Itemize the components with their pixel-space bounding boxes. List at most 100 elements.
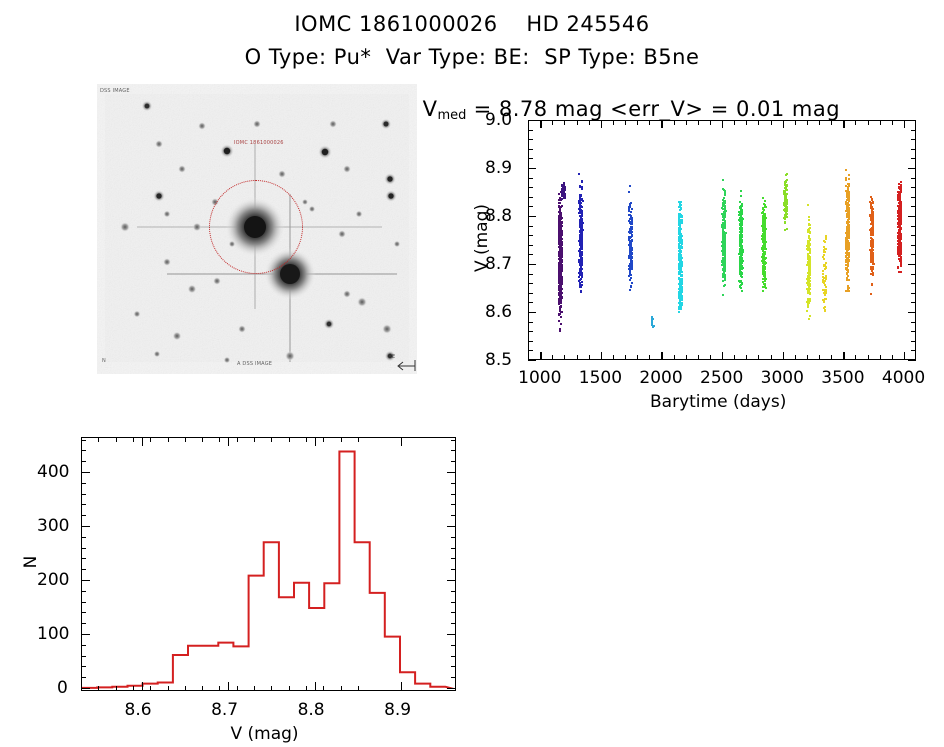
data-point (557, 278, 560, 281)
data-point (631, 230, 634, 233)
data-point (560, 198, 563, 201)
data-point (651, 320, 654, 323)
data-point (721, 249, 724, 252)
data-point (679, 258, 682, 261)
data-point (848, 196, 851, 199)
data-point (558, 213, 561, 216)
data-point (722, 242, 725, 245)
data-point (846, 241, 849, 244)
data-point (580, 234, 583, 237)
data-point (871, 265, 874, 268)
axis-tick (819, 355, 820, 360)
data-point (724, 219, 726, 222)
axis-tick (794, 120, 796, 125)
axis-tick-label: 3000 (760, 368, 804, 388)
axis-tick-label: 400 (37, 462, 70, 483)
axis-tick (132, 437, 134, 442)
axis-tick (685, 355, 687, 360)
data-point (581, 275, 584, 278)
data-point (869, 261, 872, 264)
axis-tick (236, 686, 238, 691)
data-point (897, 192, 900, 195)
data-point (899, 240, 902, 243)
data-point (784, 199, 787, 202)
data-point (578, 234, 581, 237)
data-point (809, 250, 812, 253)
data-point (845, 189, 848, 192)
data-point (783, 217, 786, 220)
axis-tick (528, 292, 533, 294)
data-point (846, 185, 849, 188)
data-point (578, 273, 581, 276)
data-point (897, 204, 900, 207)
data-point (724, 226, 727, 229)
data-point (899, 256, 902, 259)
data-point (898, 251, 901, 254)
axis-tick (228, 682, 230, 691)
data-point (679, 265, 682, 268)
axis-tick (254, 437, 256, 442)
data-point (629, 235, 632, 238)
data-point (741, 234, 744, 237)
data-point (628, 208, 631, 211)
data-point (721, 279, 724, 282)
axis-tick-label: 8.6 (485, 302, 513, 322)
data-point (558, 204, 561, 207)
data-point (557, 275, 560, 278)
data-point (739, 231, 742, 234)
data-point (809, 283, 812, 286)
data-point (785, 184, 788, 187)
data-point (560, 258, 563, 261)
data-point (845, 220, 848, 223)
data-point (763, 225, 766, 228)
data-point (783, 190, 786, 193)
data-point (900, 222, 903, 225)
data-point (629, 248, 632, 251)
data-point (628, 218, 631, 221)
data-point (899, 213, 902, 216)
axis-tick (98, 686, 100, 691)
data-point (824, 266, 827, 269)
data-point (723, 268, 726, 271)
data-point (722, 207, 725, 210)
data-point (739, 247, 742, 250)
data-point (563, 188, 566, 191)
data-point (677, 283, 680, 286)
data-point (899, 247, 902, 250)
data-point (899, 191, 902, 194)
data-point (558, 312, 561, 315)
data-point (806, 244, 809, 247)
data-point (898, 249, 901, 252)
data-point (785, 174, 788, 177)
data-point (560, 237, 563, 240)
data-point (580, 181, 583, 184)
data-point (761, 250, 764, 253)
data-point (579, 248, 582, 251)
axis-tick (451, 666, 456, 668)
axis-tick (528, 312, 533, 313)
data-point (871, 222, 874, 225)
data-point (740, 190, 743, 193)
data-point (822, 300, 825, 303)
axis-tick-label: 3500 (821, 368, 865, 388)
data-point (628, 264, 631, 267)
axis-tick-label: 8.6 (124, 700, 152, 720)
data-point (680, 295, 683, 298)
axis-tick (649, 120, 651, 125)
data-point (578, 222, 581, 224)
data-point (631, 253, 634, 256)
data-point (900, 221, 903, 224)
data-point (738, 280, 741, 283)
axis-tick (794, 355, 796, 360)
data-point (563, 183, 566, 186)
data-point (738, 271, 741, 274)
axis-tick (722, 120, 723, 125)
data-point (680, 296, 683, 299)
data-point (825, 262, 828, 265)
data-point (679, 203, 682, 206)
data-point (786, 227, 789, 230)
data-point (560, 247, 563, 250)
data-point (846, 258, 849, 261)
data-point (784, 186, 787, 189)
data-point (871, 241, 874, 244)
